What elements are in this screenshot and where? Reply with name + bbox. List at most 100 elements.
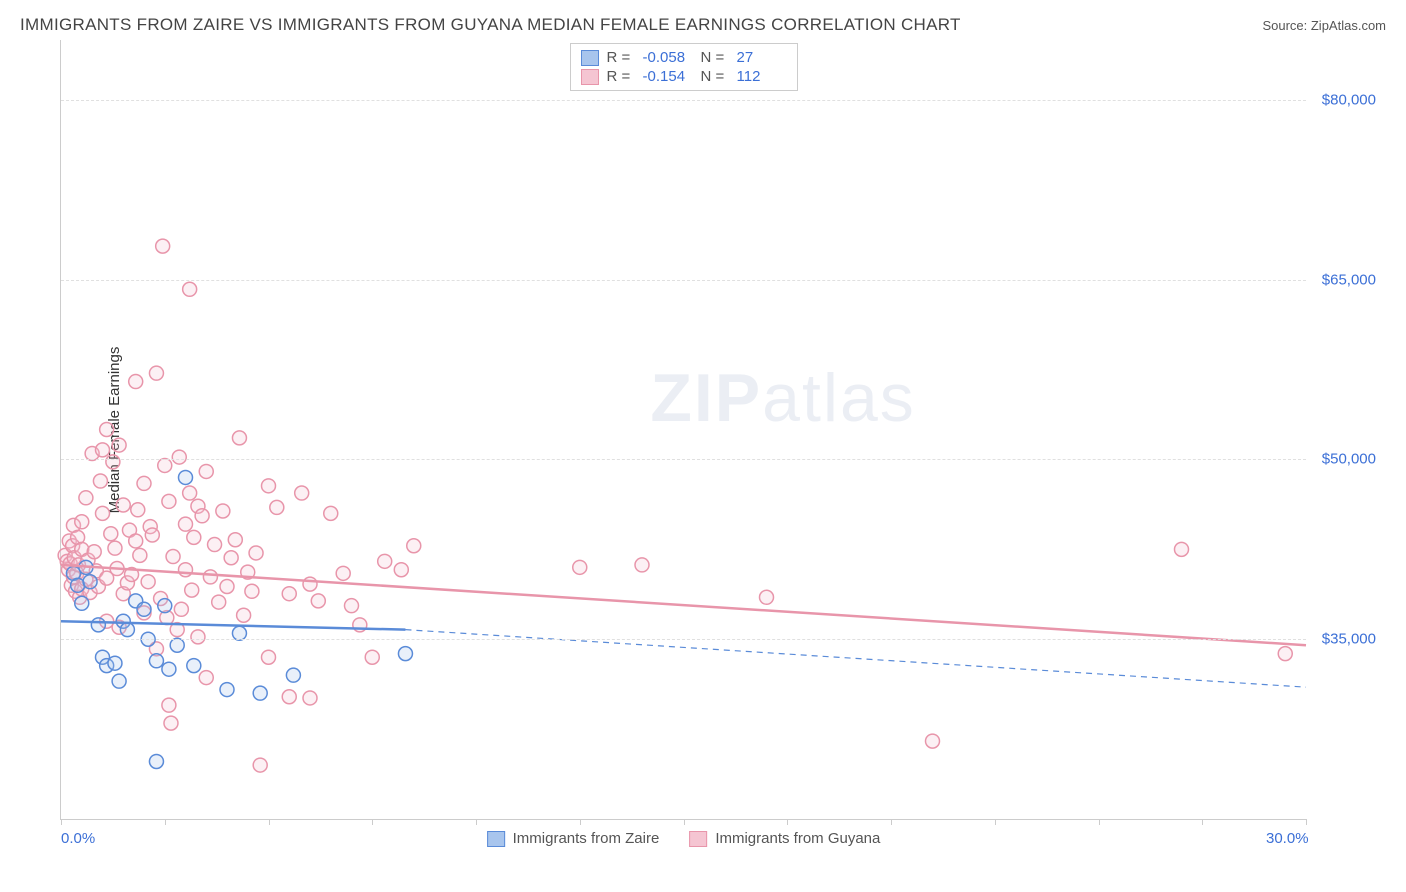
legend-label-guyana: Immigrants from Guyana	[715, 830, 880, 847]
chart-header: IMMIGRANTS FROM ZAIRE VS IMMIGRANTS FROM…	[15, 15, 1391, 40]
n-label: N =	[701, 68, 729, 85]
scatter-point	[83, 575, 97, 589]
scatter-point	[75, 515, 89, 529]
scatter-point	[149, 754, 163, 768]
scatter-point	[303, 577, 317, 591]
scatter-point	[249, 546, 263, 560]
scatter-point	[133, 548, 147, 562]
gridline	[61, 639, 1306, 640]
scatter-point	[345, 599, 359, 613]
series-legend: Immigrants from Zaire Immigrants from Gu…	[487, 830, 881, 847]
scatter-point	[378, 554, 392, 568]
x-tick	[269, 819, 270, 825]
scatter-point	[131, 503, 145, 517]
legend-item-guyana: Immigrants from Guyana	[689, 830, 880, 847]
x-tick	[684, 819, 685, 825]
plot-area: Median Female Earnings ZIPatlas R = -0.0…	[60, 40, 1306, 820]
n-value-zaire: 27	[737, 49, 787, 66]
scatter-point	[93, 474, 107, 488]
trend-line	[61, 565, 1306, 645]
scatter-point	[145, 528, 159, 542]
scatter-point	[149, 654, 163, 668]
scatter-point	[129, 534, 143, 548]
scatter-point	[635, 558, 649, 572]
scatter-point	[172, 450, 186, 464]
scatter-point	[129, 375, 143, 389]
y-tick-label: $35,000	[1322, 631, 1376, 648]
chart-source: Source: ZipAtlas.com	[1262, 18, 1386, 33]
n-label: N =	[701, 49, 729, 66]
y-tick-label: $65,000	[1322, 271, 1376, 288]
legend-label-zaire: Immigrants from Zaire	[513, 830, 660, 847]
scatter-point	[282, 690, 296, 704]
scatter-point	[224, 551, 238, 565]
gridline	[61, 100, 1306, 101]
scatter-point	[179, 517, 193, 531]
scatter-point	[112, 438, 126, 452]
scatter-point	[166, 550, 180, 564]
scatter-point	[108, 656, 122, 670]
scatter-point	[262, 479, 276, 493]
scatter-point	[137, 602, 151, 616]
scatter-point	[183, 282, 197, 296]
scatter-point	[158, 458, 172, 472]
scatter-point	[100, 423, 114, 437]
swatch-guyana-icon	[689, 831, 707, 847]
scatter-point	[208, 538, 222, 552]
scatter-point	[195, 509, 209, 523]
x-tick-label: 30.0%	[1266, 830, 1309, 847]
scatter-point	[1278, 647, 1292, 661]
scatter-point	[162, 494, 176, 508]
scatter-point	[96, 506, 110, 520]
scatter-point	[220, 579, 234, 593]
gridline	[61, 459, 1306, 460]
scatter-point	[760, 590, 774, 604]
scatter-point	[106, 455, 120, 469]
scatter-point	[303, 691, 317, 705]
scatter-point	[179, 563, 193, 577]
scatter-point	[174, 602, 188, 616]
chart-wrapper: IMMIGRANTS FROM ZAIRE VS IMMIGRANTS FROM…	[15, 15, 1391, 877]
n-value-guyana: 112	[737, 68, 787, 85]
scatter-point	[79, 491, 93, 505]
scatter-point	[162, 662, 176, 676]
swatch-guyana	[581, 69, 599, 85]
scatter-point	[232, 626, 246, 640]
scatter-point	[407, 539, 421, 553]
scatter-point	[170, 638, 184, 652]
scatter-point	[120, 623, 134, 637]
scatter-point	[253, 686, 267, 700]
scatter-point	[336, 566, 350, 580]
scatter-point	[112, 674, 126, 688]
r-label: R =	[607, 49, 635, 66]
scatter-point	[228, 533, 242, 547]
scatter-point	[573, 560, 587, 574]
scatter-point	[220, 683, 234, 697]
scatter-point	[1175, 542, 1189, 556]
scatter-point	[185, 583, 199, 597]
x-tick	[1099, 819, 1100, 825]
scatter-point	[216, 504, 230, 518]
scatter-point	[141, 575, 155, 589]
scatter-point	[926, 734, 940, 748]
x-tick	[1306, 819, 1307, 825]
r-value-guyana: -0.154	[643, 68, 693, 85]
scatter-point	[91, 618, 105, 632]
scatter-point	[75, 596, 89, 610]
y-tick-label: $80,000	[1322, 91, 1376, 108]
scatter-point	[398, 647, 412, 661]
y-tick-label: $50,000	[1322, 451, 1376, 468]
scatter-point	[237, 608, 251, 622]
r-value-zaire: -0.058	[643, 49, 693, 66]
x-tick	[1202, 819, 1203, 825]
swatch-zaire-icon	[487, 831, 505, 847]
legend-row-guyana: R = -0.154 N = 112	[581, 67, 787, 86]
scatter-point	[253, 758, 267, 772]
scatter-point	[262, 650, 276, 664]
x-tick	[165, 819, 166, 825]
scatter-point	[199, 671, 213, 685]
scatter-point	[183, 486, 197, 500]
scatter-point	[162, 698, 176, 712]
scatter-point	[212, 595, 226, 609]
scatter-point	[282, 587, 296, 601]
